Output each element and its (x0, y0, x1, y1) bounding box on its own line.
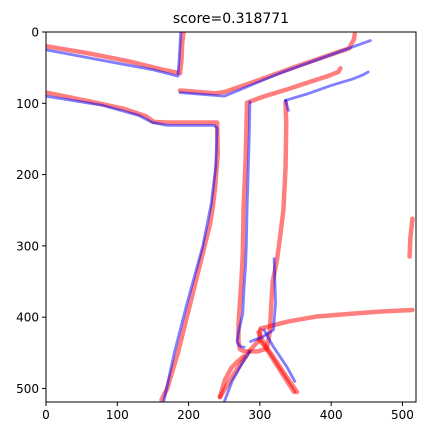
series-1-path-6 (262, 328, 297, 383)
series-0-path-6 (217, 354, 246, 400)
series-1-path-7 (222, 349, 252, 402)
series-0-path-0 (46, 32, 186, 76)
series-1-path-1 (46, 94, 219, 402)
x-tick-label: 300 (248, 408, 271, 422)
series-0-path-4 (258, 307, 415, 331)
plot-frame (45, 31, 417, 403)
y-tick-label: 200 (16, 168, 39, 182)
y-tick-label: 100 (16, 97, 39, 111)
series-layer (46, 32, 415, 402)
series-1-path-8 (249, 257, 277, 343)
x-axis: 0 100 200 300 400 500 (42, 402, 414, 422)
y-tick-label: 500 (16, 382, 39, 396)
series-0-path-8 (256, 337, 300, 395)
x-tick-label: 500 (391, 408, 414, 422)
x-tick-label: 0 (42, 408, 50, 422)
x-tick-label: 400 (320, 408, 343, 422)
series-1-path-0 (46, 32, 183, 78)
x-tick-label: 200 (177, 408, 200, 422)
x-tick-label: 100 (106, 408, 129, 422)
chart-title: score=0.318771 (173, 11, 289, 27)
series-0-path-9 (407, 216, 415, 259)
y-axis: 0 100 200 300 400 500 (16, 26, 46, 396)
y-tick-label: 300 (16, 239, 39, 253)
y-tick-label: 400 (16, 311, 39, 325)
series-1-path-3 (235, 100, 252, 349)
series-1-path-5 (284, 70, 370, 102)
y-tick-label: 0 (31, 26, 39, 40)
series-1-path-4 (284, 99, 290, 112)
series-1-path-2 (178, 39, 372, 98)
